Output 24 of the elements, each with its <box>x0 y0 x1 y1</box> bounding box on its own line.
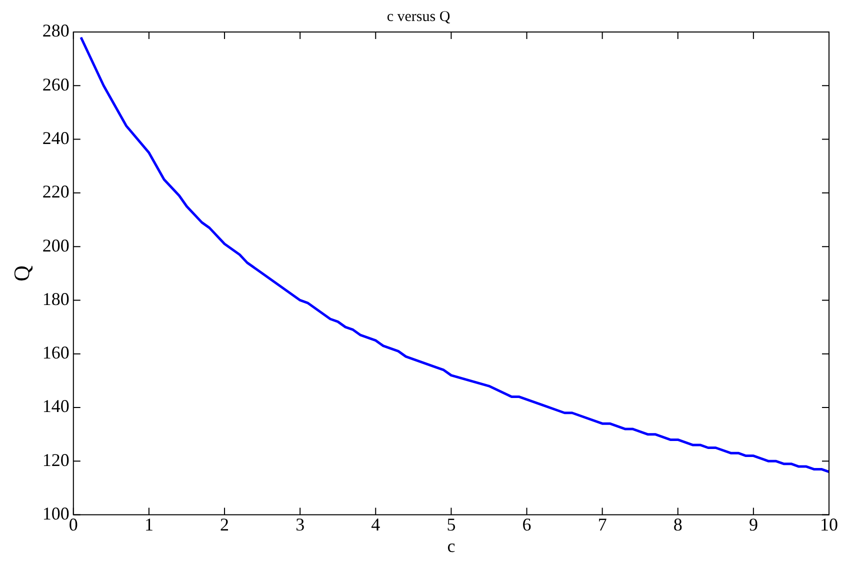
x-tick-label: 2 <box>220 514 230 534</box>
x-tick-label: 5 <box>446 514 456 534</box>
y-tick-label: 160 <box>42 342 70 363</box>
y-axis-title: Q <box>8 265 34 282</box>
y-tick-label: 260 <box>42 74 70 94</box>
y-tick-label: 220 <box>42 182 70 202</box>
x-tick-label: 3 <box>296 514 305 534</box>
x-tick-label: 6 <box>522 514 532 534</box>
x-tick-label: 7 <box>598 514 607 534</box>
y-tick-label: 100 <box>42 504 70 524</box>
x-axis-title: c <box>447 536 456 556</box>
x-tick-label: 0 <box>68 514 78 534</box>
y-tick-label: 180 <box>42 288 70 309</box>
x-tick-label: 10 <box>820 514 838 534</box>
y-tick-label: 240 <box>42 128 70 148</box>
x-tick-label: 8 <box>673 514 682 534</box>
x-tick-label: 1 <box>144 514 154 534</box>
y-tick-label: 140 <box>42 396 70 416</box>
y-tick-label: 280 <box>42 20 70 41</box>
chart-title: c versus Q <box>386 8 450 25</box>
x-tick-label: 4 <box>371 514 380 534</box>
y-tick-label: 120 <box>42 450 70 470</box>
x-tick-label: 9 <box>748 514 758 534</box>
y-tick-label: 200 <box>42 235 70 256</box>
